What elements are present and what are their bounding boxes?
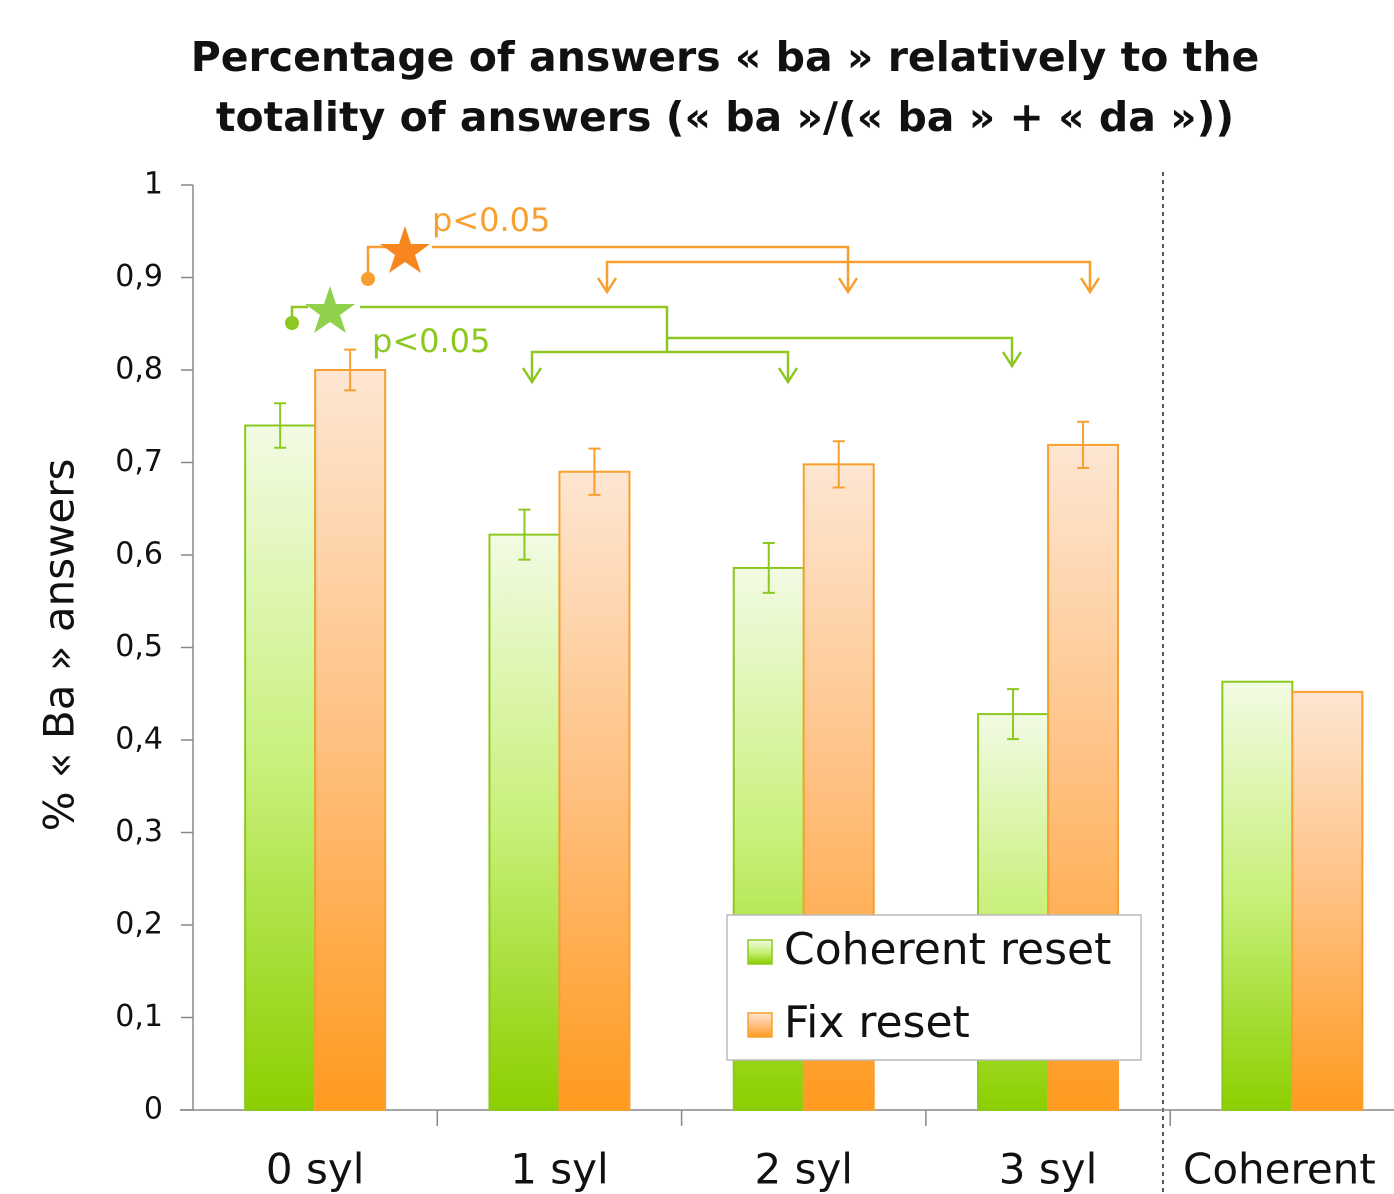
legend-swatch xyxy=(747,1012,773,1038)
x-tick-label: 1 syl xyxy=(510,1145,608,1194)
y-tick-label: 0,1 xyxy=(115,999,163,1034)
significance-green xyxy=(290,305,1023,385)
x-tick-label: Coherent xyxy=(1183,1145,1376,1194)
error-bar xyxy=(762,541,775,594)
chart-title: totality of answers (« ba »/(« ba » + « … xyxy=(216,93,1234,141)
legend xyxy=(726,914,1142,1061)
x-tick-label: 0 syl xyxy=(266,1145,364,1194)
y-tick-label: 0 xyxy=(144,1092,163,1127)
chart-title: Percentage of answers « ba » relatively … xyxy=(191,33,1260,81)
annotation: p<0.05 xyxy=(372,322,490,360)
y-tick-label: 0,7 xyxy=(115,444,163,479)
error-bar xyxy=(1077,420,1090,470)
legend-label: Coherent reset xyxy=(784,924,1111,975)
legend-swatch xyxy=(747,939,773,965)
annotation: p<0.05 xyxy=(432,201,550,239)
y-tick-label: 0,6 xyxy=(115,537,163,572)
y-tick-label: 0,2 xyxy=(115,907,163,942)
significance-orange xyxy=(366,245,1101,295)
legend-label: Fix reset xyxy=(784,997,970,1048)
y-tick-label: 0,4 xyxy=(115,722,163,757)
bar xyxy=(558,470,631,1111)
y-tick-label: 0,9 xyxy=(115,259,163,294)
error-bar xyxy=(518,508,531,561)
bar xyxy=(244,424,317,1111)
star xyxy=(305,286,355,333)
bar xyxy=(1291,690,1364,1112)
error-bar xyxy=(274,402,287,449)
x-tick-label: 3 syl xyxy=(999,1145,1097,1194)
y-tick-label: 0,5 xyxy=(115,629,163,664)
error-bar xyxy=(1007,688,1020,741)
x-tick-label: 2 syl xyxy=(755,1145,853,1194)
error-bar xyxy=(588,447,601,496)
marker-dot xyxy=(285,316,299,330)
bar xyxy=(314,369,387,1111)
error-bar xyxy=(832,440,845,489)
star xyxy=(380,226,430,273)
error-bar xyxy=(344,348,357,392)
marker-dot xyxy=(361,272,375,286)
bar xyxy=(1221,680,1294,1111)
bar xyxy=(488,533,561,1111)
y-tick-label: 0,3 xyxy=(115,814,163,849)
y-tick-label: 0,8 xyxy=(115,352,163,387)
y-tick-label: 1 xyxy=(144,167,163,202)
y-axis-label: % « Ba » answers xyxy=(35,459,84,832)
